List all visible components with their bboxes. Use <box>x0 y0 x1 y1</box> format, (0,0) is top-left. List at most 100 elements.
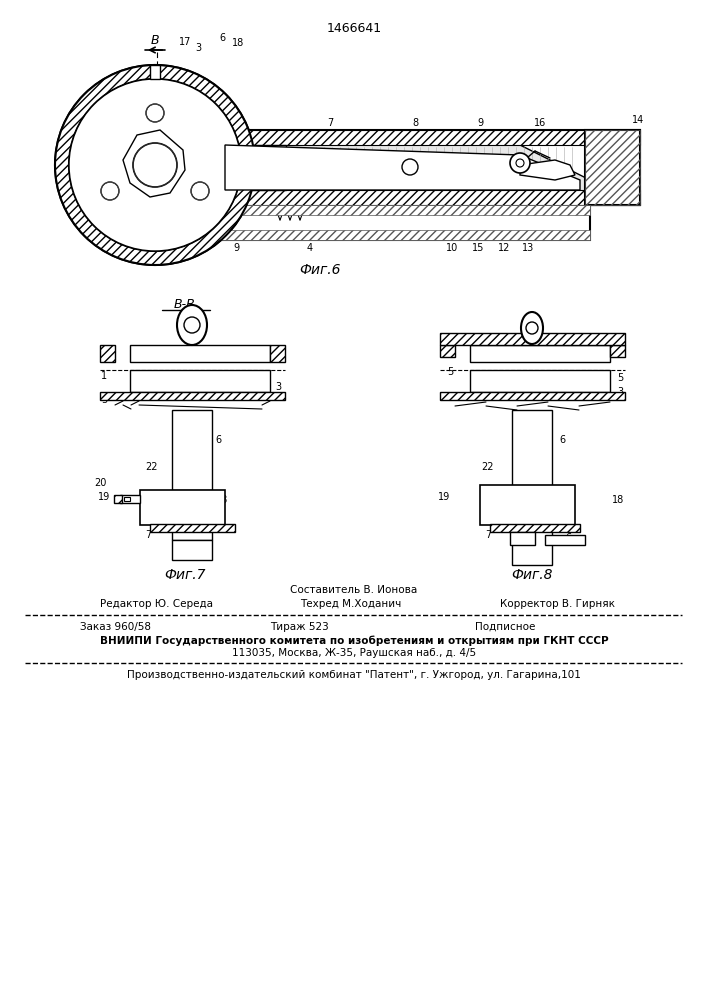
Text: 15: 15 <box>472 243 484 253</box>
Bar <box>200 130 640 145</box>
Text: 9: 9 <box>233 243 239 253</box>
Text: Техред М.Ходанич: Техред М.Ходанич <box>300 599 402 609</box>
Bar <box>440 345 455 357</box>
Bar <box>200 190 640 205</box>
Bar <box>172 540 212 560</box>
Bar <box>150 524 235 532</box>
Bar <box>512 410 552 530</box>
Text: 6: 6 <box>559 435 565 445</box>
Text: 13: 13 <box>522 243 534 253</box>
Text: 19: 19 <box>98 492 110 502</box>
Text: В: В <box>151 33 159 46</box>
Text: 7: 7 <box>485 530 491 540</box>
Text: Производственно-издательский комбинат "Патент", г. Ужгород, ул. Гагарина,101: Производственно-издательский комбинат "П… <box>127 670 581 680</box>
Text: Фиг.6: Фиг.6 <box>299 263 341 277</box>
Circle shape <box>184 317 200 333</box>
Text: 5: 5 <box>275 352 281 362</box>
Bar <box>270 345 285 362</box>
Text: 22: 22 <box>146 462 158 472</box>
Bar <box>124 497 130 501</box>
Bar <box>172 410 212 490</box>
Text: 5: 5 <box>101 395 107 405</box>
Bar <box>512 530 552 565</box>
Text: 8: 8 <box>412 118 418 128</box>
Bar <box>585 130 640 205</box>
Text: 18: 18 <box>216 495 228 505</box>
Text: 17: 17 <box>179 37 191 47</box>
Text: Корректор В. Гирняк: Корректор В. Гирняк <box>500 599 615 609</box>
Text: 18: 18 <box>232 38 244 48</box>
Text: Составитель В. Ионова: Составитель В. Ионова <box>291 585 418 595</box>
Bar <box>585 130 640 205</box>
Text: 7: 7 <box>145 530 151 540</box>
Circle shape <box>516 159 524 167</box>
Text: Тираж 523: Тираж 523 <box>270 622 329 632</box>
Text: 16: 16 <box>534 118 546 128</box>
Text: 12: 12 <box>498 243 510 253</box>
Text: 3: 3 <box>195 43 201 53</box>
Text: 3: 3 <box>447 347 453 357</box>
Polygon shape <box>520 160 575 180</box>
Text: 18: 18 <box>612 495 624 505</box>
Text: 14: 14 <box>632 115 644 125</box>
Text: 1: 1 <box>101 371 107 381</box>
Text: 1: 1 <box>615 348 621 358</box>
Text: Фиг.8: Фиг.8 <box>511 568 553 582</box>
Bar <box>480 485 575 525</box>
Text: 6: 6 <box>565 533 571 543</box>
Text: Фиг.7: Фиг.7 <box>164 568 206 582</box>
Text: 4: 4 <box>307 243 313 253</box>
Bar <box>440 392 625 400</box>
Text: 22: 22 <box>481 462 494 472</box>
Bar <box>172 525 212 540</box>
Circle shape <box>101 182 119 200</box>
Text: 6: 6 <box>192 553 198 563</box>
Circle shape <box>402 159 418 175</box>
Circle shape <box>133 143 177 187</box>
Bar <box>440 333 625 345</box>
Text: 113035, Москва, Ж-35, Раушская наб., д. 4/5: 113035, Москва, Ж-35, Раушская наб., д. … <box>232 648 476 658</box>
Polygon shape <box>200 145 600 200</box>
Text: Подписное: Подписное <box>475 622 535 632</box>
Bar <box>200 130 640 205</box>
Text: 6: 6 <box>215 435 221 445</box>
Text: 20: 20 <box>94 478 106 488</box>
Text: 9: 9 <box>477 118 483 128</box>
Bar <box>545 535 585 545</box>
Bar <box>610 345 625 357</box>
Text: 3: 3 <box>107 347 113 357</box>
Text: 3: 3 <box>275 382 281 392</box>
Text: 24: 24 <box>516 533 528 543</box>
Ellipse shape <box>521 312 543 344</box>
Bar <box>100 345 115 362</box>
Circle shape <box>69 79 241 251</box>
Text: 1466641: 1466641 <box>327 21 382 34</box>
Circle shape <box>526 322 538 334</box>
Text: 19: 19 <box>96 95 108 105</box>
Bar <box>120 495 140 503</box>
Bar <box>130 345 270 362</box>
Ellipse shape <box>177 305 207 345</box>
Bar <box>470 345 610 362</box>
Text: В: В <box>151 235 159 248</box>
Bar <box>140 490 225 525</box>
Bar <box>150 65 160 79</box>
Circle shape <box>146 104 164 122</box>
Bar <box>114 495 122 503</box>
Polygon shape <box>225 145 580 190</box>
Text: 10: 10 <box>446 243 458 253</box>
Bar <box>490 524 580 532</box>
Text: В-В: В-В <box>174 298 196 312</box>
Bar <box>200 205 590 215</box>
Circle shape <box>191 182 209 200</box>
Bar <box>200 230 590 240</box>
Text: Редактор Ю. Середа: Редактор Ю. Середа <box>100 599 213 609</box>
Bar <box>510 532 535 545</box>
Bar <box>470 370 610 392</box>
Text: Заказ 960/58: Заказ 960/58 <box>80 622 151 632</box>
Bar <box>200 205 590 240</box>
Text: 7: 7 <box>327 118 333 128</box>
Text: ВНИИПИ Государственного комитета по изобретениям и открытиям при ГКНТ СССР: ВНИИПИ Государственного комитета по изоб… <box>100 636 608 646</box>
Bar <box>200 145 286 190</box>
Text: 6: 6 <box>219 33 225 43</box>
